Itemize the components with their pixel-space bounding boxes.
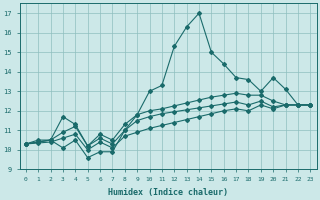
X-axis label: Humidex (Indice chaleur): Humidex (Indice chaleur) bbox=[108, 188, 228, 197]
